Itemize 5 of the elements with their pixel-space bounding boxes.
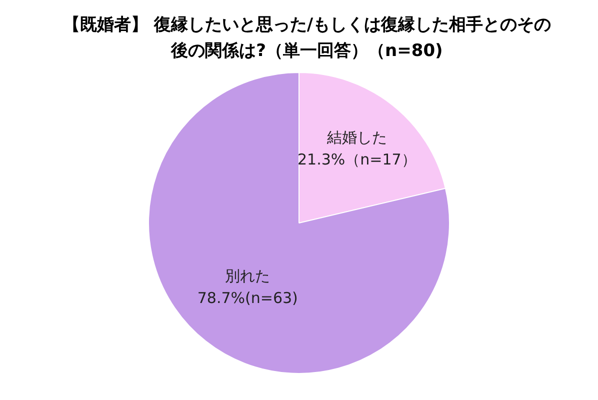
chart-title: 【既婚者】 復縁したいと思った/もしくは復縁した相手とのその後の関係は?（単一回答）（n=80) (62, 14, 552, 63)
data-label: 78.7%(n=63) (197, 288, 298, 307)
slice-label: 別れた (225, 266, 270, 285)
slice-label: 結婚した (326, 128, 387, 147)
data-label: 21.3%（n=17） (297, 150, 416, 169)
